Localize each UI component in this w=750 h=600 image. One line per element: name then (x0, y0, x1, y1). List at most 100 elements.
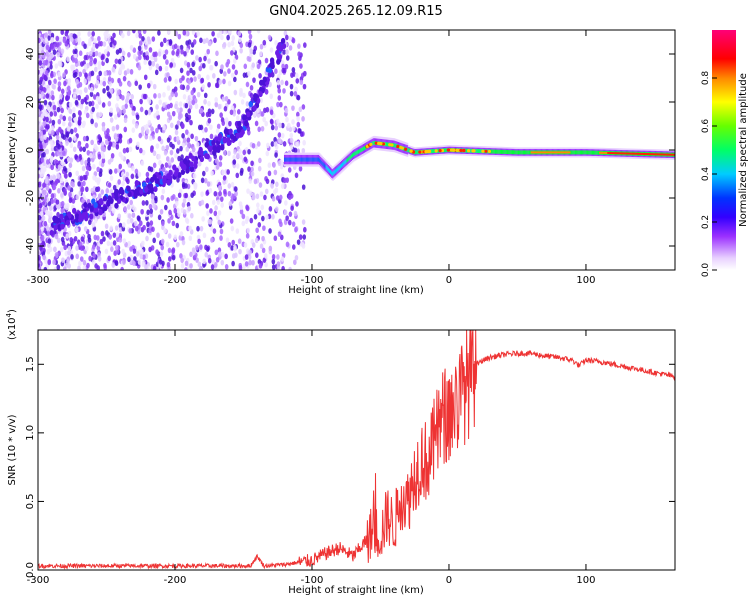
spectrogram-noise-cell (203, 55, 207, 62)
spectrogram-noise-cell (260, 111, 265, 117)
spectrogram-noise-cell (161, 188, 166, 195)
spectrogram-noise-cell (223, 71, 227, 77)
spectrogram-noise-cell (74, 153, 78, 160)
spectrogram-noise-cell (207, 117, 212, 124)
spectrogram-noise-cell (42, 60, 47, 66)
spectrogram-noise-cell (205, 111, 210, 118)
spectrogram-chirp-cell (93, 202, 98, 209)
spectrogram-noise-cell (148, 64, 153, 71)
spectrogram-noise-cell (249, 92, 254, 99)
spectrogram-noise-cell (214, 249, 219, 256)
spectrogram-noise-cell (180, 263, 185, 269)
spectrogram-noise-cell (236, 115, 240, 121)
spectrogram-noise-cell (127, 51, 131, 58)
spectrogram-noise-cell (137, 45, 142, 52)
spectrogram-carrier-peak (664, 153, 667, 156)
spectrogram-noise-cell (218, 30, 223, 36)
spectrogram-noise-cell (276, 79, 281, 86)
spectrogram-noise-cell (101, 126, 106, 132)
spectrogram-noise-cell (39, 163, 44, 170)
spectrogram-noise-cell (273, 235, 278, 242)
spectrogram-noise-cell (126, 204, 131, 210)
spectrogram-carrier-core (514, 150, 516, 155)
spectrogram-noise-cell (216, 123, 221, 130)
spectrogram-noise-cell (60, 200, 65, 207)
spectrogram-carrier-peak (637, 152, 640, 155)
spectrogram-noise-cell (230, 40, 235, 47)
spectrogram-noise-cell (289, 137, 294, 144)
spectrogram-noise-cell (233, 186, 238, 192)
spectrogram-carrier-core (290, 157, 293, 162)
spectrogram-noise-cell (116, 89, 121, 96)
spectrogram-carrier-peak (626, 152, 629, 155)
spectrogram-noise-cell (43, 220, 48, 227)
spectrogram-noise-cell (87, 219, 92, 226)
spectrogram-noise-cell (214, 60, 218, 67)
spectrogram-noise-cell (258, 157, 262, 164)
spectrogram-noise-cell (90, 70, 95, 77)
spectrogram-noise-cell (269, 47, 274, 53)
spectrogram-noise-cell (66, 85, 71, 92)
spectrogram-noise-cell (97, 177, 101, 183)
spectrogram-noise-cell (297, 43, 301, 49)
spectrogram-noise-cell (152, 237, 156, 244)
spectrogram-noise-cell (174, 129, 179, 136)
spectrogram-noise-cell (103, 48, 108, 55)
spectrogram-noise-cell (243, 242, 248, 248)
spectrogram-noise-cell (271, 258, 276, 265)
spectrogram-noise-cell (297, 51, 301, 57)
spectrogram-noise-cell (246, 188, 250, 194)
spectrogram-noise-cell (215, 164, 220, 170)
spectrogram-carrier-core (371, 141, 374, 146)
spectrogram-carrier-core (596, 150, 598, 155)
spectrogram-carrier-core (301, 157, 304, 162)
spectrogram-noise-cell (280, 79, 284, 86)
spectrogram-noise-cell (68, 136, 72, 143)
spectrogram-noise-cell (139, 106, 144, 113)
spectrogram-carrier-core (582, 150, 584, 155)
spectrogram-noise-cell (296, 115, 300, 122)
spectrogram-chirp-cell (237, 120, 242, 127)
spectrogram-x-tick-label: -300 (27, 275, 50, 286)
spectrogram-noise-cell (148, 246, 152, 253)
spectrogram-noise-cell (162, 54, 167, 60)
spectrogram-noise-cell (160, 238, 165, 245)
spectrogram-noise-cell (214, 261, 218, 268)
spectrogram-carrier-peak (645, 153, 648, 156)
spectrogram-noise-cell (129, 44, 134, 51)
spectrogram-noise-cell (126, 68, 130, 75)
spectrogram-noise-cell (50, 193, 55, 199)
spectrogram-carrier-core (331, 171, 333, 176)
spectrogram-noise-cell (184, 260, 189, 267)
spectrogram-noise-cell (181, 181, 186, 188)
spectrogram-noise-cell (113, 40, 117, 46)
spectrogram-noise-cell (175, 241, 180, 248)
spectrogram-noise-cell (158, 65, 163, 72)
spectrogram-noise-cell (215, 82, 220, 89)
spectrogram-noise-cell (118, 138, 123, 144)
spectrogram-noise-cell (176, 148, 180, 154)
spectrogram-noise-cell (207, 81, 211, 88)
spectrogram-noise-cell (162, 124, 166, 131)
spectrogram-noise-cell (89, 113, 94, 120)
spectrogram-noise-cell (114, 136, 119, 142)
spectrogram-noise-cell (106, 240, 111, 247)
spectrogram-noise-cell (171, 254, 176, 261)
spectrogram-noise-cell (123, 205, 127, 212)
spectrogram-noise-cell (130, 204, 135, 210)
spectrogram-carrier-core (300, 157, 303, 162)
spectrogram-noise-cell (212, 73, 216, 79)
spectrogram-carrier-core (526, 150, 528, 155)
spectrogram-noise-cell (100, 189, 105, 195)
spectrogram-noise-cell (118, 232, 123, 239)
spectrogram-noise-cell (127, 162, 132, 168)
spectrogram-noise-cell (294, 226, 298, 233)
spectrogram-carrier-peak (640, 152, 642, 155)
spectrogram-noise-cell (274, 152, 278, 158)
spectrogram-chirp-cell (281, 43, 287, 50)
spectrogram-noise-cell (223, 105, 228, 112)
spectrogram-noise-cell (299, 63, 303, 69)
spectrogram-noise-cell (285, 55, 290, 61)
spectrogram-noise-cell (194, 103, 199, 110)
spectrogram-noise-cell (117, 179, 121, 185)
